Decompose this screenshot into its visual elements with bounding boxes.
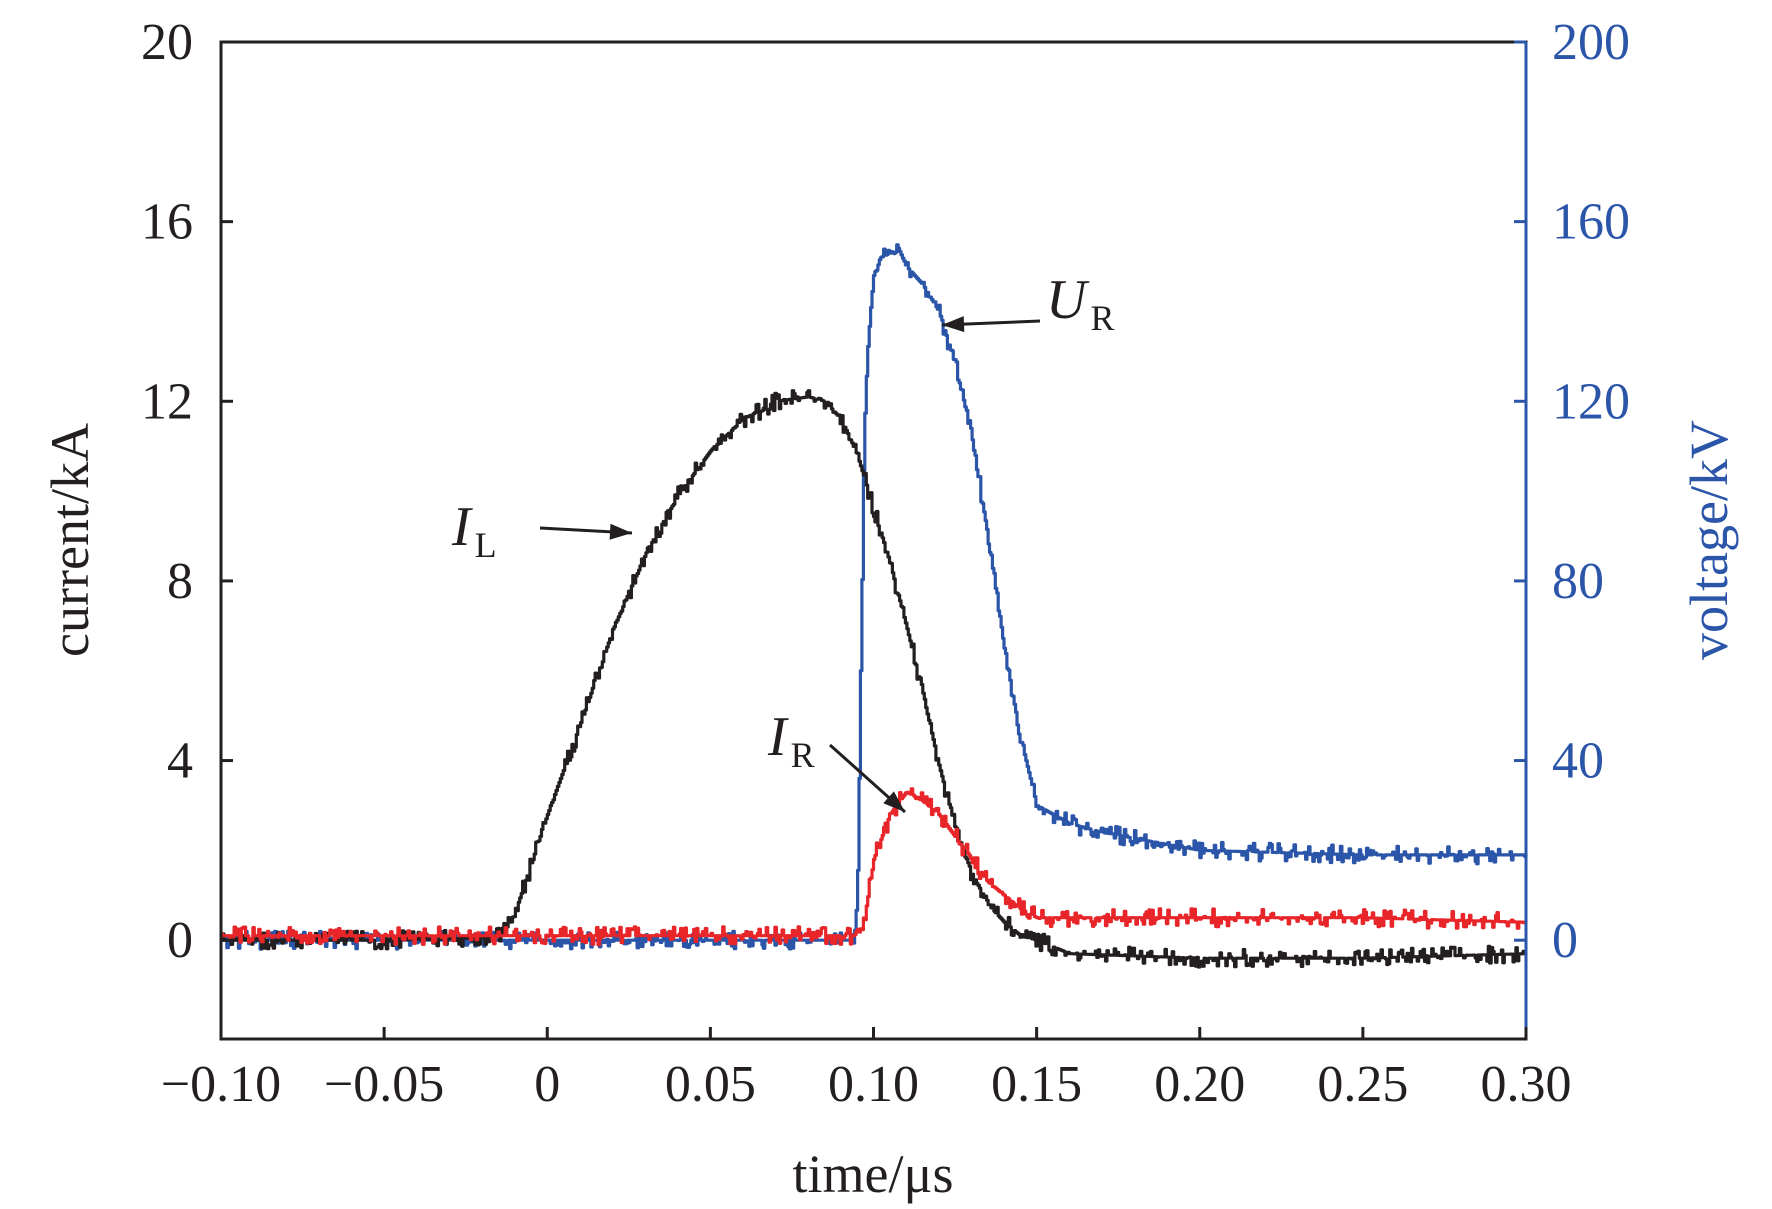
y-tick-label: 4 bbox=[167, 733, 193, 790]
series-line-i-l bbox=[220, 389, 1528, 969]
annotation-layer: I L I R U R bbox=[451, 269, 1114, 814]
series-line-i-r bbox=[220, 787, 1528, 947]
y-tick-label: 0 bbox=[167, 912, 193, 969]
y2-tick-label: 80 bbox=[1552, 553, 1604, 610]
ticks-layer: −0.10 −0.05 0 0.05 0.10 0.15 0.20 0.25 0.30 0 4 8 12… bbox=[141, 14, 1630, 1113]
y2-tick-label: 0 bbox=[1552, 912, 1578, 969]
annotation-arrowhead bbox=[609, 523, 632, 540]
x-tick-label: 0.20 bbox=[1154, 1056, 1245, 1113]
x-tick-label: 0.30 bbox=[1481, 1056, 1572, 1113]
y2-tick-label: 200 bbox=[1552, 14, 1630, 71]
y-axis-title: current/kA bbox=[40, 423, 100, 657]
x-tick-label: 0 bbox=[534, 1056, 560, 1113]
y2-axis-title: voltage/kV bbox=[1679, 420, 1739, 660]
x-tick-label: 0.15 bbox=[991, 1056, 1082, 1113]
x-tick-label: 0.25 bbox=[1317, 1056, 1408, 1113]
y-tick-label: 20 bbox=[141, 14, 193, 71]
annotation-arrowhead bbox=[942, 316, 965, 333]
y-tick-label: 8 bbox=[167, 553, 193, 610]
y-tick-label: 16 bbox=[141, 194, 193, 251]
series-layer bbox=[220, 243, 1528, 969]
axes-layer bbox=[219, 40, 1528, 1041]
y-tick-label: 12 bbox=[141, 373, 193, 430]
y2-tick-label: 160 bbox=[1552, 194, 1630, 251]
series-line-u-r bbox=[220, 243, 1528, 951]
x-tick-label: −0.05 bbox=[324, 1056, 444, 1113]
x-tick-label: −0.10 bbox=[161, 1056, 281, 1113]
x-tick-label: 0.10 bbox=[828, 1056, 919, 1113]
y2-tick-label: 40 bbox=[1552, 733, 1604, 790]
x-axis-title: time/μs bbox=[793, 1144, 954, 1204]
y2-tick-label: 120 bbox=[1552, 373, 1630, 430]
x-tick-label: 0.05 bbox=[665, 1056, 756, 1113]
plot-frame bbox=[219, 40, 1528, 1041]
annotation-arrowhead bbox=[883, 791, 905, 812]
